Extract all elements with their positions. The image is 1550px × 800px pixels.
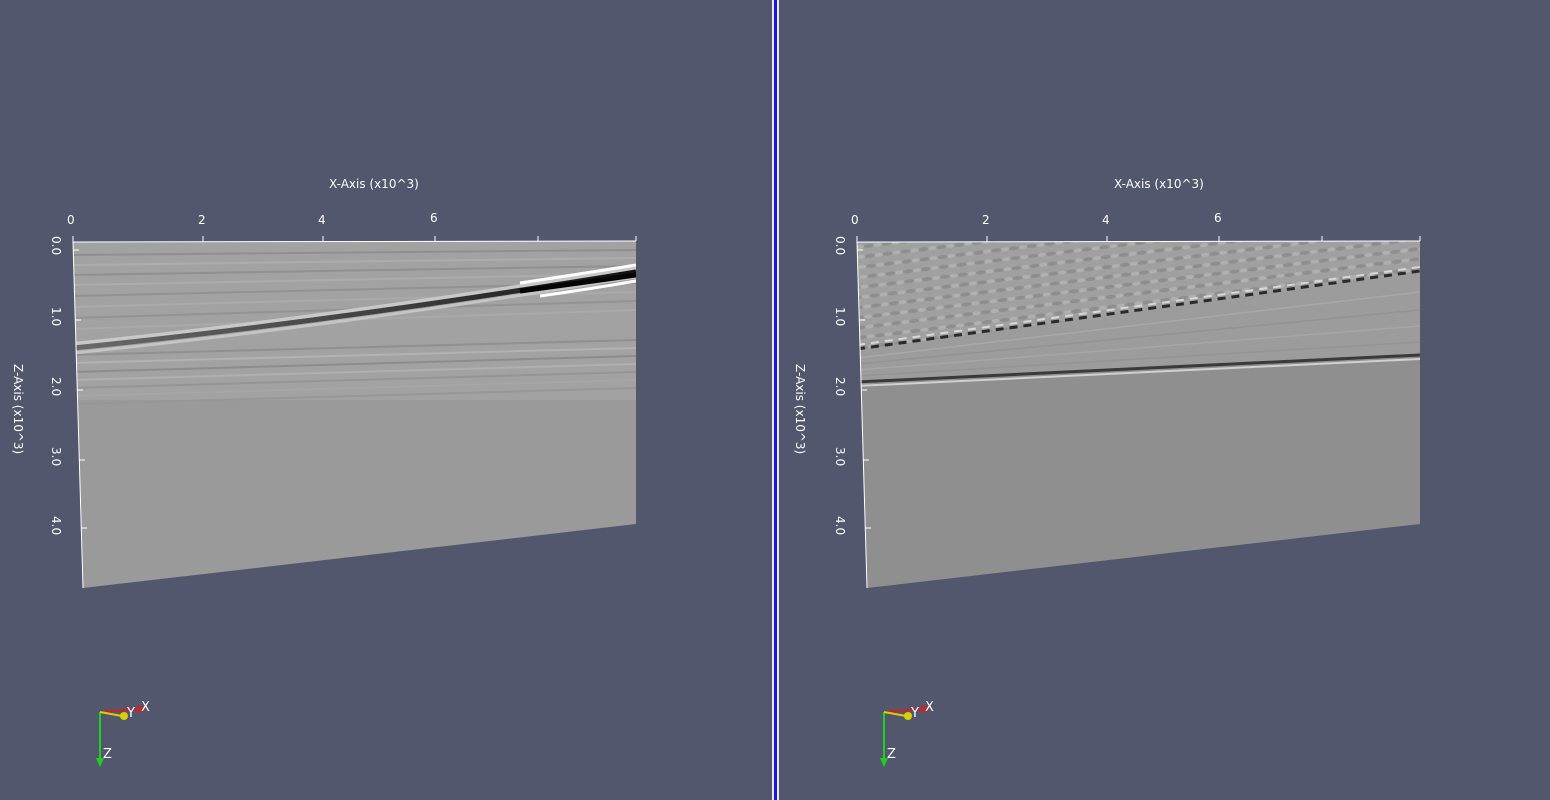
x-tick-label: 2 [982, 213, 990, 227]
z-axis-title-left: Z-Axis (x10^3) [11, 364, 25, 454]
render-canvas-right[interactable]: 0 2 4 6 X-Axis (x10^3) 0.0 1.0 2.0 3.0 4… [779, 0, 1550, 800]
z-axis-title-right: Z-Axis (x10^3) [793, 364, 807, 454]
x-axis-ticks-left: 0 2 4 6 [67, 211, 438, 227]
z-tick-label: 3.0 [49, 447, 63, 466]
x-tick-label: 0 [851, 213, 859, 227]
axes-grid-left [72, 236, 637, 589]
triad-y-label: Y [126, 706, 135, 721]
x-axis-ticks-right: 0 2 4 6 [851, 211, 1222, 227]
triad-z-label: Z [103, 747, 112, 762]
view-splitter[interactable] [772, 0, 779, 800]
triad-y-label: Y [910, 706, 919, 721]
x-tick-label: 4 [318, 213, 326, 227]
x-tick-label: 2 [198, 213, 206, 227]
x-tick-label: 0 [67, 213, 75, 227]
seismic-section-left [73, 241, 636, 588]
z-tick-label: 0.0 [49, 236, 63, 255]
render-view-right[interactable]: 0 2 4 6 X-Axis (x10^3) 0.0 1.0 2.0 3.0 4… [779, 0, 1550, 800]
render-view-left[interactable]: 0 2 4 6 X-Axis (x10^3) 0.0 1.0 2.0 3.0 4… [0, 0, 772, 800]
z-axis-ticks-left: 0.0 1.0 2.0 3.0 4.0 [49, 236, 63, 535]
axes-grid-right [856, 236, 1421, 589]
x-tick-label: 6 [1214, 211, 1222, 225]
x-axis-title-right: X-Axis (x10^3) [1114, 177, 1204, 191]
triad-z-label: Z [887, 747, 896, 762]
render-canvas-left[interactable]: 0 2 4 6 X-Axis (x10^3) 0.0 1.0 2.0 3.0 4… [0, 0, 772, 800]
z-tick-label: 4.0 [833, 516, 847, 535]
z-tick-label: 4.0 [49, 516, 63, 535]
z-tick-label: 1.0 [49, 307, 63, 326]
z-tick-label: 2.0 [833, 377, 847, 396]
x-axis-title-left: X-Axis (x10^3) [329, 177, 419, 191]
active-view-indicator [774, 0, 777, 800]
x-tick-label: 6 [430, 211, 438, 225]
triad-x-label: X [925, 700, 934, 715]
x-tick-label: 4 [1102, 213, 1110, 227]
triad-x-label: X [141, 700, 150, 715]
seismic-section-right [857, 241, 1420, 588]
z-tick-label: 1.0 [833, 307, 847, 326]
z-axis-ticks-right: 0.0 1.0 2.0 3.0 4.0 [833, 236, 847, 535]
z-tick-label: 3.0 [833, 447, 847, 466]
orientation-axes-icon: X Y Z [96, 700, 150, 767]
z-tick-label: 2.0 [49, 377, 63, 396]
z-tick-label: 0.0 [833, 236, 847, 255]
orientation-axes-icon: X Y Z [880, 700, 934, 767]
